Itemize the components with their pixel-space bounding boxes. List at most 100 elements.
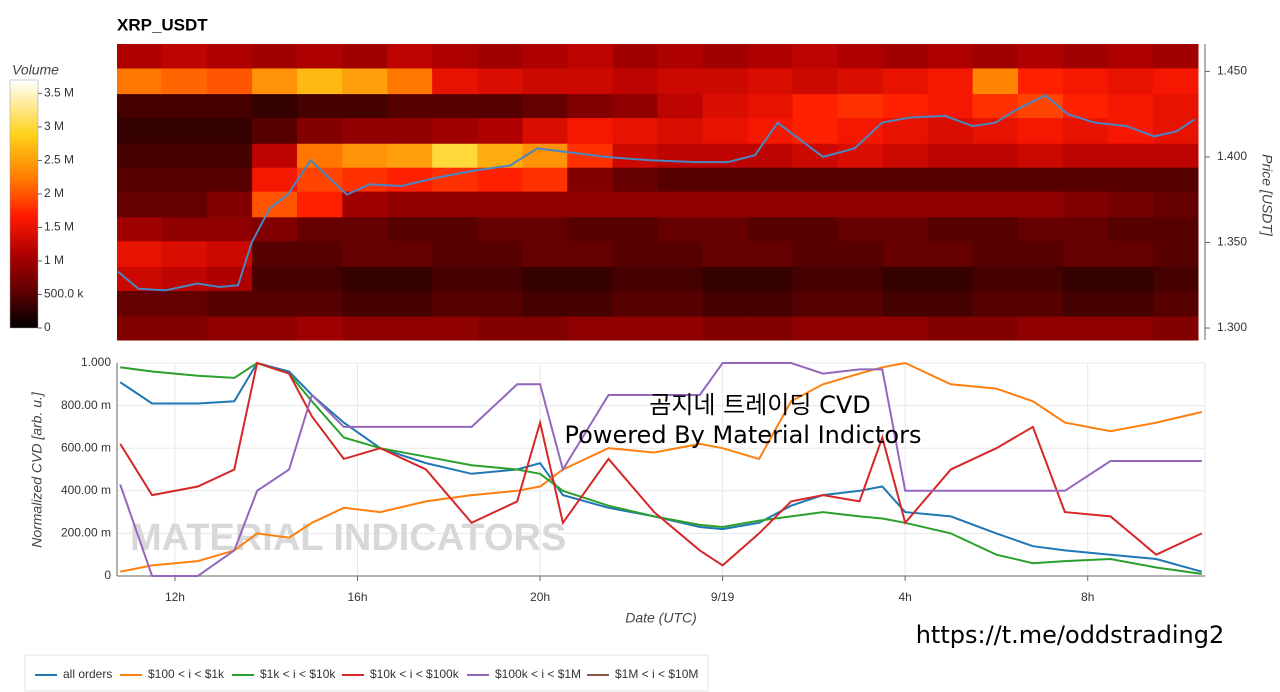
heatmap-cell <box>161 167 208 192</box>
heatmap-cell <box>972 216 1019 242</box>
heatmap-cell <box>972 44 1019 69</box>
heatmap-cell <box>207 67 253 95</box>
heatmap-cell <box>117 67 163 95</box>
heatmap-cell <box>161 240 208 267</box>
heatmap-cell <box>522 117 568 144</box>
heatmap-cell <box>792 93 839 119</box>
heatmap-cell <box>117 240 163 267</box>
chart-title: XRP_USDT <box>117 15 208 34</box>
heatmap-cell <box>161 143 208 168</box>
heatmap-cell <box>297 316 343 341</box>
heatmap-cell <box>702 93 749 119</box>
heatmap-cell <box>207 216 253 242</box>
heatmap-cell <box>702 191 749 218</box>
heatmap-cell <box>837 67 884 95</box>
colorbar-tick-label: 1 M <box>44 253 64 267</box>
legend-box <box>24 654 709 692</box>
heatmap-cell <box>1107 290 1154 317</box>
heatmap-cell <box>837 117 884 144</box>
heatmap-cell <box>161 290 208 317</box>
heatmap-cell <box>702 266 749 291</box>
heatmap-cell <box>117 316 163 341</box>
heatmap-cell <box>522 191 568 218</box>
heatmap-cell <box>927 216 974 242</box>
heatmap-cell <box>612 316 658 341</box>
heatmap-cell <box>387 290 433 317</box>
heatmap-cell <box>1017 290 1064 317</box>
heatmap-cell <box>972 93 1019 119</box>
heatmap-cell <box>207 93 253 119</box>
heatmap-cell <box>657 191 703 218</box>
legend-label: $10k < i < $100k <box>370 667 460 681</box>
heatmap-cell <box>792 67 839 95</box>
heatmap-cell <box>207 316 253 341</box>
heatmap-cell <box>612 143 658 168</box>
x-tick-label: 20h <box>530 590 550 604</box>
heatmap-cell <box>161 67 208 95</box>
series-line <box>120 361 1203 573</box>
heatmap-cell <box>882 316 929 341</box>
heatmap-cell <box>972 240 1019 267</box>
heatmap-cell <box>1017 266 1064 291</box>
heatmap-cell <box>432 191 478 218</box>
colorbar <box>9 79 39 329</box>
heatmap-cell <box>342 44 388 69</box>
heatmap-cell <box>387 143 433 168</box>
heatmap-cell <box>837 216 884 242</box>
heatmap-cell <box>927 117 974 144</box>
heatmap-cell <box>612 67 658 95</box>
heatmap-cell <box>432 44 478 69</box>
annotation: Powered By Material Indictors <box>565 421 922 449</box>
heatmap <box>117 44 1199 341</box>
heatmap-cell <box>612 167 658 192</box>
heatmap-cell <box>117 191 163 218</box>
x-tick-label: 16h <box>347 590 367 604</box>
heatmap-cell <box>702 316 749 341</box>
colorbar-tick-label: 1.5 M <box>44 220 74 234</box>
heatmap-cell <box>1107 216 1154 242</box>
heatmap-cell <box>252 290 298 317</box>
legend-label: $100 < i < $1k <box>148 667 225 681</box>
heatmap-cell <box>657 93 703 119</box>
heatmap-cell <box>161 117 208 144</box>
heatmap-cell <box>342 67 388 95</box>
heatmap-cell <box>1153 67 1199 95</box>
heatmap-cell <box>837 316 884 341</box>
heatmap-cell <box>972 290 1019 317</box>
heatmap-cell <box>1017 240 1064 267</box>
heatmap-cell <box>387 316 433 341</box>
heatmap-cell <box>252 240 298 267</box>
legend-label: $100k < i < $1M <box>495 667 581 681</box>
heatmap-cell <box>477 44 523 69</box>
heatmap-cell <box>522 143 568 168</box>
heatmap-cell <box>477 316 523 341</box>
heatmap-cell <box>837 266 884 291</box>
heatmap-cell <box>792 44 839 69</box>
heatmap-cell <box>927 290 974 317</box>
legend-label: $1k < i < $10k <box>260 667 336 681</box>
heatmap-cell <box>117 216 163 242</box>
heatmap-cell <box>792 266 839 291</box>
heatmap-cell <box>297 191 343 218</box>
x-tick-label: 12h <box>165 590 185 604</box>
heatmap-cell <box>702 290 749 317</box>
heatmap-cell <box>1107 240 1154 267</box>
y-tick-label: 1.350 <box>1217 235 1247 249</box>
heatmap-cell <box>1107 191 1154 218</box>
heatmap-cell <box>927 67 974 95</box>
heatmap-cell <box>927 167 974 192</box>
y-tick-label: 800.00 m <box>61 398 111 412</box>
heatmap-cell <box>342 266 388 291</box>
heatmap-cell <box>1153 266 1199 291</box>
heatmap-cell <box>702 44 749 69</box>
heatmap-cell <box>927 143 974 168</box>
heatmap-cell <box>1062 67 1109 95</box>
series-line <box>119 361 1203 567</box>
heatmap-cell <box>792 316 839 341</box>
heatmap-cell <box>702 216 749 242</box>
y-tick-label: 400.00 m <box>61 483 111 497</box>
heatmap-cell <box>207 290 253 317</box>
heatmap-cell <box>161 44 208 69</box>
heatmap-cell <box>837 191 884 218</box>
heatmap-cell <box>432 316 478 341</box>
